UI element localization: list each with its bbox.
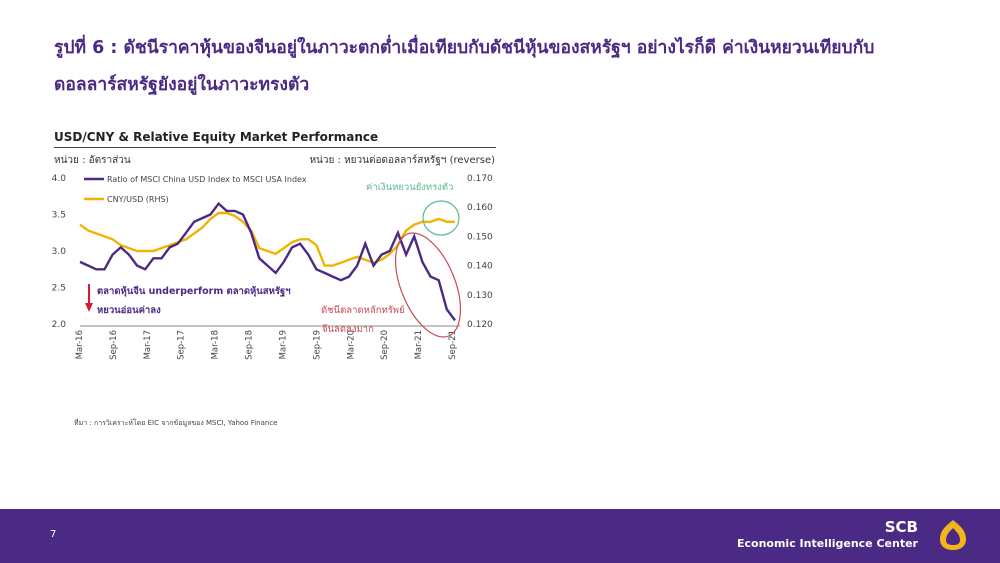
- annotation-green-circle: [422, 200, 460, 236]
- x-tick-label-2: Mar-17: [143, 330, 153, 359]
- brand-block: SCB Economic Intelligence Center: [737, 519, 918, 552]
- scb-logo-icon: [940, 520, 966, 550]
- annotation-china-drop: จีนลดลงมาก: [322, 323, 375, 335]
- annotation-yuan-stable: ค่าเงินหยวนยังทรงตัว: [366, 182, 453, 193]
- right-tick-label-1: 0.160: [467, 203, 493, 213]
- right-tick-label-0: 0.170: [467, 174, 493, 184]
- left-axis-unit: หน่วย : อัตราส่วน: [54, 155, 131, 166]
- brand-name: SCB: [884, 518, 918, 536]
- x-tick-label-5: Sep-18: [245, 330, 255, 360]
- heading-line-2: ดอลลาร์สหรัฐยังอยู่ในภาวะทรงตัว: [54, 75, 310, 95]
- title-divider: [54, 147, 496, 148]
- annotation-china-index: ดัชนีตลาดหลักทรัพย์: [321, 304, 405, 316]
- source-note: ที่มา : การวิเคราะห์โดย EIC จากข้อมูลของ…: [74, 419, 278, 427]
- brand-subtitle: Economic Intelligence Center: [736, 537, 918, 550]
- right-tick-label-2: 0.150: [467, 232, 493, 242]
- right-tick-label-5: 0.120: [467, 320, 493, 330]
- series-cny-usd-line: [79, 211, 455, 267]
- annotation-yuan-weak: หยวนอ่อนค่าลง: [97, 305, 161, 316]
- page-number: 7: [50, 529, 57, 540]
- left-tick-label-4: 2.0: [52, 320, 67, 330]
- right-axis-unit: หน่วย : หยวนต่อดอลลาร์สหรัฐฯ (reverse): [309, 155, 495, 166]
- right-tick-label-3: 0.140: [467, 262, 493, 272]
- chart-title: USD/CNY & Relative Equity Market Perform…: [54, 130, 379, 144]
- page-heading: รูปที่ 6 : ดัชนีราคาหุ้นของจีนอยู่ในภาวะ…: [54, 30, 984, 104]
- left-tick-label-0: 4.0: [52, 174, 67, 184]
- series-ratio-line: [79, 201, 456, 322]
- legend-label-ratio: Ratio of MSCI China USD Index to MSCI US…: [107, 175, 307, 184]
- x-tick-label-7: Sep-19: [312, 330, 322, 360]
- x-tick-label-1: Sep-16: [109, 330, 119, 360]
- x-tick-label-4: Mar-18: [211, 330, 221, 359]
- x-tick-label-8: Mar-20: [346, 330, 356, 359]
- annotation-underperform: ตลาดหุ้นจีน underperform ตลาดหุ้นสหรัฐฯ: [97, 285, 291, 297]
- x-tick-label-6: Mar-19: [278, 330, 288, 359]
- x-tick-label-11: Sep-21: [448, 330, 458, 360]
- heading-line-1: รูปที่ 6 : ดัชนีราคาหุ้นของจีนอยู่ในภาวะ…: [54, 38, 875, 58]
- right-tick-label-4: 0.130: [467, 291, 493, 301]
- annotation-red-ellipse: [394, 232, 462, 338]
- left-tick-label-1: 3.5: [52, 211, 66, 221]
- left-tick-label-2: 3.0: [52, 247, 67, 257]
- footer-bar: 7 SCB Economic Intelligence Center: [0, 509, 1000, 563]
- x-tick-label-9: Sep-20: [380, 330, 390, 360]
- left-axis-ticks: 4.0 3.5 3.0 2.5 2.0: [52, 174, 67, 330]
- x-tick-label-3: Sep-17: [177, 330, 187, 360]
- legend-label-cny: CNY/USD (RHS): [107, 195, 169, 204]
- down-arrow-head: [85, 303, 93, 312]
- x-tick-label-10: Mar-21: [414, 330, 424, 359]
- x-tick-label-0: Mar-16: [75, 330, 85, 359]
- left-tick-label-3: 2.5: [52, 284, 66, 294]
- right-axis-ticks: 0.170 0.160 0.150 0.140 0.130 0.120: [467, 174, 493, 330]
- x-axis-ticks: Mar-16 Sep-16 Mar-17 Sep-17 Mar-18 Sep-18 Mar-…: [75, 330, 458, 360]
